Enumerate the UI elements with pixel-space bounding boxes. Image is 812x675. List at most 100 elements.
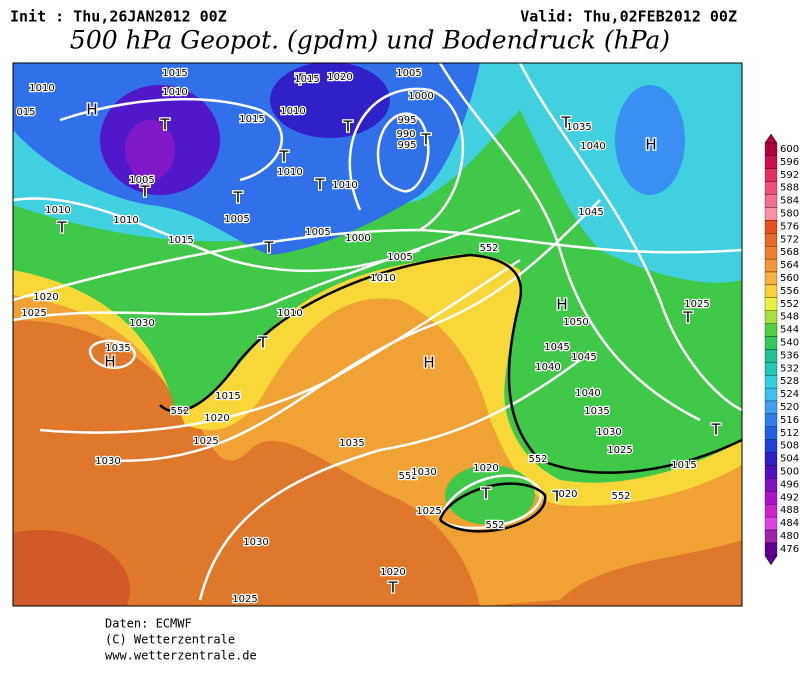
colorbar-label: 536 [780,350,799,361]
map-label: 552 [398,471,417,482]
map-label: T [420,131,431,149]
map-label: 1045 [544,342,569,353]
colorbar-label: 516 [780,415,799,426]
map-label: 1005 [396,68,421,79]
colorbar-swatch [764,375,778,389]
colorbar-swatch [764,323,778,337]
map-label: T [232,189,243,207]
map-label: T [159,116,170,134]
map-label: 1030 [243,537,268,548]
colorbar-swatch [764,142,778,157]
map-label: T [294,71,305,89]
colorbar-swatch [764,413,778,427]
map-label: H [104,353,115,371]
map-label: 1025 [193,436,218,447]
map-label: 990 [396,129,415,140]
map-label: H [86,101,97,119]
colorbar-label: 476 [780,544,799,555]
map-label: 552 [528,454,547,465]
map-label: 015 [16,107,35,118]
colorbar-label: 572 [780,234,799,245]
colorbar-swatch [764,233,778,247]
map-label: 1040 [580,141,605,152]
map-label: 1005 [224,214,249,225]
map-label: 1010 [29,83,54,94]
map-label: H [556,296,567,314]
colorbar-label: 540 [780,338,799,349]
map-label: 020 [558,489,577,500]
colorbar-label: 512 [780,428,799,439]
map-label: 1050 [563,317,588,328]
colorbar-swatch [764,271,778,286]
colorbar-label: 588 [780,183,799,194]
map-label: 1020 [327,72,352,83]
colorbar-swatch [764,478,778,492]
colorbar-label: 596 [780,157,799,168]
colorbar-label: 560 [780,273,799,284]
colorbar-cap-bottom [764,555,778,566]
map-label: 552 [485,520,504,531]
colorbar-swatch [764,220,778,234]
colorbar-swatch [764,362,778,376]
map-label: 1025 [232,594,257,605]
map-label: 1020 [204,413,229,424]
colorbar-swatch [764,516,778,531]
colorbar-label: 484 [780,518,799,529]
map-label: 1025 [607,445,632,456]
map-label: 995 [397,115,416,126]
colorbar-swatch [764,504,778,518]
colorbar-swatch [764,336,778,350]
colorbar-label: 528 [780,376,799,387]
map-label: 552 [479,243,498,254]
colorbar-swatch [764,542,778,556]
colorbar-swatch [764,426,778,440]
colorbar-label: 508 [780,441,799,452]
map-label: 1010 [113,215,138,226]
colorbar-label: 600 [780,144,799,155]
map-label: 1040 [535,362,560,373]
colorbar-label: 544 [780,325,799,336]
colorbar-label: 568 [780,247,799,258]
map-label: 1045 [578,207,603,218]
colorbar-label: 556 [780,286,799,297]
colorbar-label: 584 [780,196,799,207]
map-label: 1005 [305,227,330,238]
colorbar-swatch [764,181,778,195]
map-label: T [314,176,325,194]
map-label: 552 [611,491,630,502]
colorbar-swatch [764,155,778,169]
colorbar-swatch [764,246,778,260]
map-label: T [480,485,491,503]
colorbar-label: 576 [780,221,799,232]
colorbar-swatch [764,258,778,273]
colorbar-label: 524 [780,389,799,400]
colorbar-label: 564 [780,260,799,271]
footer-url: www.wetterzentrale.de [105,649,257,663]
map-label: T [551,488,562,506]
map-label: 1000 [408,91,433,102]
colorbar-label: 480 [780,531,799,542]
colorbar-swatch [764,310,778,324]
map-label: T [682,309,693,327]
map-label: T [257,334,268,352]
colorbar-label: 520 [780,402,799,413]
map-label: T [387,579,398,597]
map-label: 1025 [416,506,441,517]
map-label: T [139,183,150,201]
map-title: 500 hPa Geopot. (gpdm) und Bodendruck (h… [70,26,670,55]
colorbar-label: 548 [780,312,799,323]
colorbar-swatch [764,452,778,466]
footer-copyright: (C) Wetterzentrale [105,633,235,647]
map-label: 1035 [566,122,591,133]
map-label: 1045 [571,352,596,363]
colorbar-swatch [764,465,778,479]
map-label: 1015 [162,68,187,79]
map-label: 995 [397,140,416,151]
map-label: 1010 [370,273,395,284]
colorbar-swatch [764,284,778,298]
map-label: 1010 [162,87,187,98]
map-label: 1005 [129,175,154,186]
colorbar-swatch [764,491,778,505]
